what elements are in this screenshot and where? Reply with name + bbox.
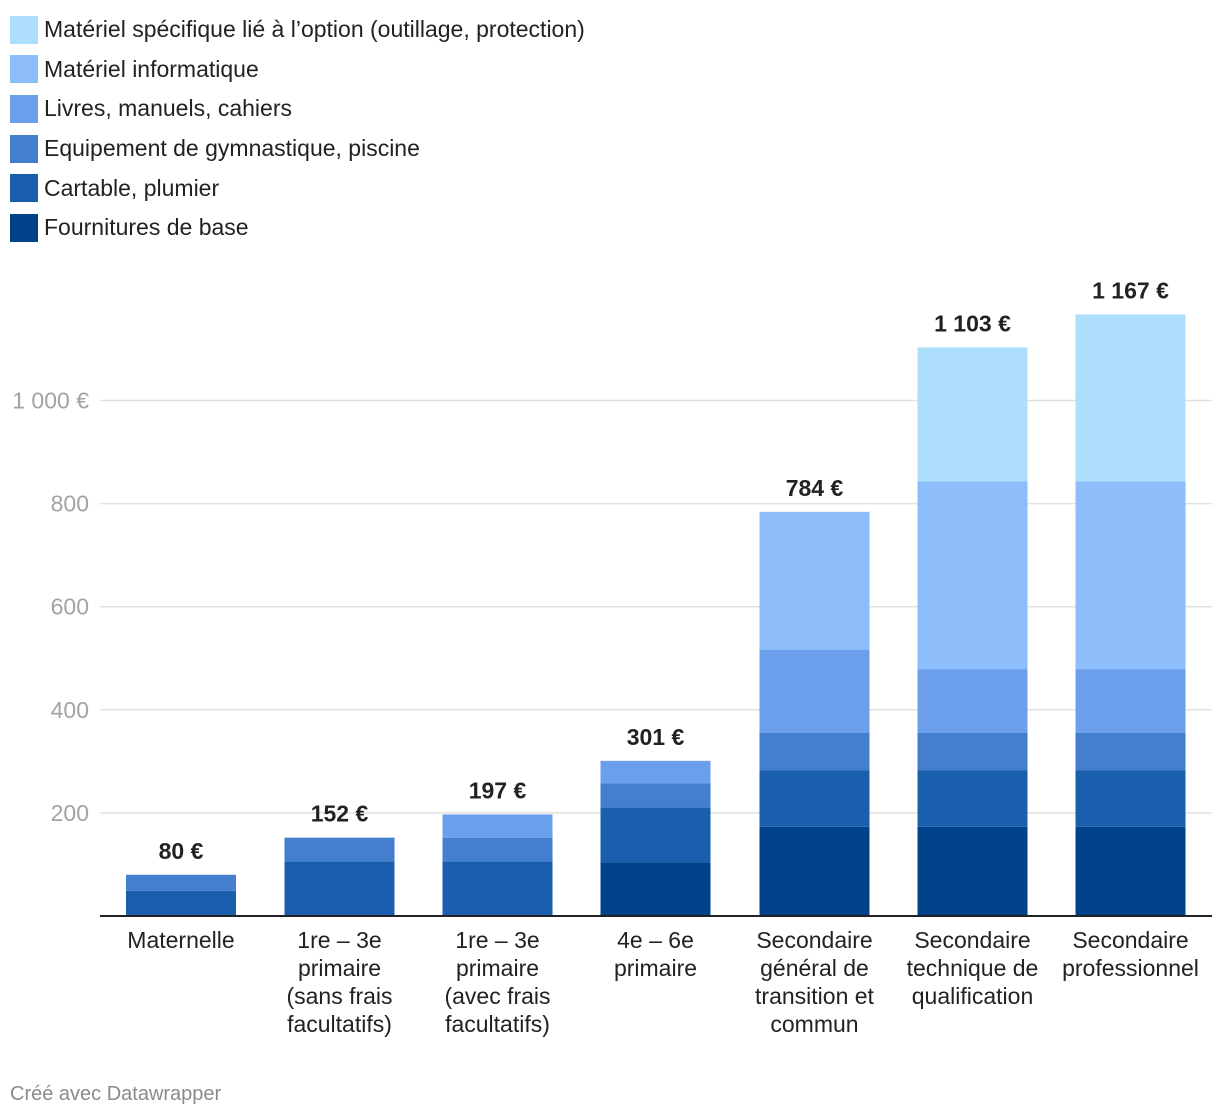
bar-segment	[126, 890, 236, 916]
bar-segment	[442, 814, 553, 838]
bar-segment	[1075, 481, 1186, 670]
bar-segment	[759, 826, 870, 916]
legend-label: Matériel informatique	[44, 55, 259, 82]
legend-swatch	[10, 213, 38, 242]
bar-segment	[1075, 732, 1186, 771]
bar-total-label: 80 €	[159, 838, 204, 864]
x-category-label: 4e – 6e	[617, 927, 694, 953]
bar-segment	[1075, 669, 1186, 733]
legend-label: Matériel spécifique lié à l’option (outi…	[44, 16, 585, 43]
y-tick-label: 600	[51, 594, 89, 620]
bar-segment	[759, 511, 870, 651]
bar-total-label: 152 €	[311, 801, 369, 827]
y-tick-label: 400	[51, 697, 89, 723]
bar-segment	[600, 807, 711, 863]
legend-item: Fournitures de base	[10, 208, 585, 248]
y-tick-label: 1 000 €	[12, 388, 89, 414]
bar-segment	[917, 770, 1028, 827]
x-category-label: primaire	[614, 955, 697, 981]
bar-segment	[917, 826, 1028, 916]
legend-label: Equipement de gymnastique, piscine	[44, 135, 420, 162]
bar-segment	[442, 861, 553, 916]
bar-segment	[126, 874, 236, 891]
bar-total-label: 301 €	[627, 724, 685, 750]
bar-segment	[284, 861, 395, 916]
x-category-label: primaire	[298, 955, 381, 981]
bar-segment	[1075, 826, 1186, 916]
bar-segment	[1075, 314, 1186, 482]
bar-total-label: 1 167 €	[1092, 277, 1169, 303]
x-category-label: Secondaire	[914, 927, 1030, 953]
legend-item: Matériel informatique	[10, 50, 585, 90]
x-category-label: 1re – 3e	[297, 927, 381, 953]
x-category-label: technique de	[907, 955, 1039, 981]
x-category-label: 1re – 3e	[455, 927, 539, 953]
legend-swatch	[10, 15, 38, 44]
x-category-label: professionnel	[1062, 955, 1199, 981]
x-category-label: Secondaire	[1072, 927, 1188, 953]
x-category-label: primaire	[456, 955, 539, 981]
legend-swatch	[10, 94, 38, 123]
bar-segment	[759, 650, 870, 733]
x-category-label: qualification	[912, 983, 1033, 1009]
legend-item: Equipement de gymnastique, piscine	[10, 129, 585, 169]
x-category-label: commun	[770, 1011, 858, 1037]
x-category-label: (avec frais	[444, 983, 550, 1009]
bar-segment	[600, 760, 711, 784]
bar-segment	[917, 347, 1028, 482]
bar-total-label: 784 €	[786, 475, 844, 501]
x-category-label: Maternelle	[127, 927, 234, 953]
x-category-label: Secondaire	[756, 927, 872, 953]
x-category-label: général de	[760, 955, 869, 981]
legend-item: Livres, manuels, cahiers	[10, 89, 585, 129]
bar-segment	[917, 481, 1028, 670]
legend-swatch	[10, 55, 38, 84]
legend-label: Fournitures de base	[44, 214, 249, 241]
x-category-label: transition et	[755, 983, 875, 1009]
bar-segment	[917, 732, 1028, 771]
legend-label: Cartable, plumier	[44, 174, 220, 201]
bar-segment	[284, 837, 395, 862]
bar-segment	[600, 783, 711, 808]
x-category-label: facultatifs)	[287, 1011, 392, 1037]
legend-swatch	[10, 174, 38, 203]
bar-segment	[759, 732, 870, 771]
legend-item: Cartable, plumier	[10, 168, 585, 208]
footer-credit: Créé avec Datawrapper	[10, 1083, 222, 1105]
bar-segment	[600, 862, 711, 916]
legend-label: Livres, manuels, cahiers	[44, 95, 292, 122]
legend: Matériel spécifique lié à l’option (outi…	[10, 10, 585, 248]
bar-total-label: 1 103 €	[934, 310, 1011, 336]
y-tick-label: 200	[51, 800, 89, 826]
bar-total-label: 197 €	[469, 777, 527, 803]
x-category-label: (sans frais	[286, 983, 392, 1009]
bar-segment	[917, 669, 1028, 733]
y-tick-label: 800	[51, 491, 89, 517]
x-category-label: facultatifs)	[445, 1011, 550, 1037]
bar-segment	[1075, 770, 1186, 827]
bar-segment	[759, 770, 870, 827]
legend-item: Matériel spécifique lié à l’option (outi…	[10, 10, 585, 50]
legend-swatch	[10, 134, 38, 163]
bar-segment	[442, 837, 553, 862]
